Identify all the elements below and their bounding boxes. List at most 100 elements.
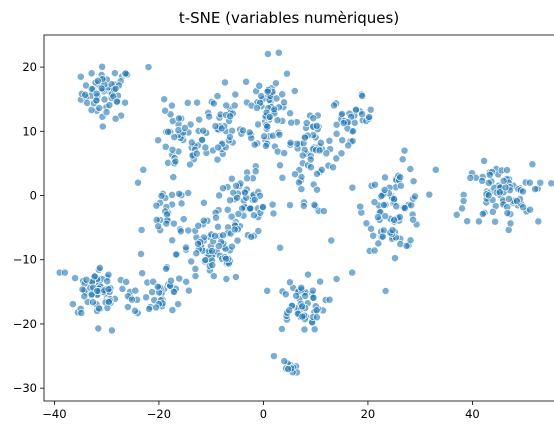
scatter-point <box>227 174 236 183</box>
scatter-point <box>162 219 171 228</box>
scatter-point <box>358 110 367 119</box>
scatter-point <box>90 272 99 281</box>
scatter-point <box>139 165 148 174</box>
scatter-point <box>164 127 173 136</box>
scatter-point <box>199 216 208 225</box>
scatter-point <box>104 285 113 294</box>
scatter-point <box>187 257 196 266</box>
scatter-point <box>332 129 341 138</box>
scatter-point <box>241 188 249 197</box>
scatter-point <box>367 224 375 233</box>
scatter-point <box>211 231 219 240</box>
scatter-point <box>92 96 101 105</box>
scatter-point <box>168 190 176 199</box>
scatter-point <box>100 95 109 104</box>
scatter-point <box>77 308 86 317</box>
scatter-point <box>230 101 239 110</box>
scatter-point <box>277 325 286 333</box>
scatter-point <box>226 112 235 121</box>
scatter-point <box>123 303 132 311</box>
scatter-point <box>131 306 139 315</box>
scatter-point <box>76 72 85 81</box>
scatter-point <box>256 191 264 200</box>
scatter-point <box>87 69 96 78</box>
scatter-point <box>409 177 418 186</box>
scatter-point <box>68 300 77 309</box>
scatter-point <box>160 95 169 104</box>
scatter-point <box>391 254 399 263</box>
scatter-point <box>167 276 175 285</box>
scatter-point <box>312 121 321 130</box>
scatter-point <box>291 170 299 179</box>
scatter-point <box>195 115 204 124</box>
plot-frame <box>43 34 554 402</box>
scatter-point <box>298 151 307 160</box>
scatter-point <box>280 98 289 107</box>
scatter-point <box>112 97 121 106</box>
scatter-point <box>298 312 307 321</box>
scatter-point <box>177 199 186 208</box>
scatter-point <box>373 213 382 222</box>
scatter-point <box>280 357 289 366</box>
scatter-point <box>169 219 178 228</box>
scatter-point <box>222 101 231 110</box>
x-tick-label: 20 <box>361 407 376 421</box>
scatter-point <box>257 92 266 101</box>
scatter-point <box>94 324 103 333</box>
scatter-point <box>269 209 278 218</box>
scatter-point <box>170 133 179 142</box>
scatter-point <box>278 90 287 99</box>
scatter-point <box>286 201 294 210</box>
scatter-point <box>221 78 229 87</box>
scatter-point <box>362 219 371 228</box>
scatter-point <box>225 132 234 141</box>
scatter-point <box>233 236 242 245</box>
scatter-point <box>163 210 171 219</box>
scatter-point <box>488 207 497 216</box>
scatter-point <box>180 123 189 132</box>
scatter-point <box>214 222 222 231</box>
scatter-point <box>274 48 283 57</box>
scatter-point <box>232 181 241 190</box>
scatter-point <box>338 136 347 145</box>
scatter-point <box>425 190 434 199</box>
scatter-point <box>87 106 96 115</box>
scatter-point <box>547 179 554 188</box>
scatter-point <box>254 120 263 129</box>
scatter-point <box>186 160 194 169</box>
scatter-point <box>213 92 222 101</box>
scatter-point <box>253 103 261 112</box>
scatter-point <box>406 236 415 245</box>
scatter-point <box>152 201 161 210</box>
scatter-point <box>242 77 251 86</box>
scatter-point <box>273 147 282 156</box>
scatter-point <box>192 249 201 258</box>
scatter-point <box>251 167 260 176</box>
scatter-point <box>349 127 357 136</box>
scatter-point <box>211 122 220 131</box>
scatter-point <box>276 161 284 170</box>
scatter-point <box>536 178 545 187</box>
scatter-point <box>97 84 106 93</box>
chart-title: t-SNE (variables numèriques) <box>179 9 399 27</box>
scatter-point <box>392 202 401 211</box>
scatter-point <box>179 215 188 224</box>
scatter-point <box>300 133 309 142</box>
scatter-point <box>310 325 319 334</box>
scatter-point <box>265 112 274 121</box>
scatter-point <box>111 84 120 93</box>
scatter-point <box>82 81 90 90</box>
scatter-point <box>411 192 419 201</box>
scatter-point <box>153 282 162 291</box>
scatter-point <box>329 163 338 172</box>
scatter-point <box>215 191 224 200</box>
scatter-point <box>358 91 367 100</box>
scatter-point <box>228 242 236 251</box>
scatter-point <box>71 274 80 283</box>
x-tick-label: 0 <box>260 407 267 421</box>
scatter-point <box>270 105 279 114</box>
scatter-point <box>531 185 540 194</box>
scatter-point <box>402 241 411 250</box>
scatter-point <box>526 205 535 214</box>
scatter-point <box>287 118 296 127</box>
